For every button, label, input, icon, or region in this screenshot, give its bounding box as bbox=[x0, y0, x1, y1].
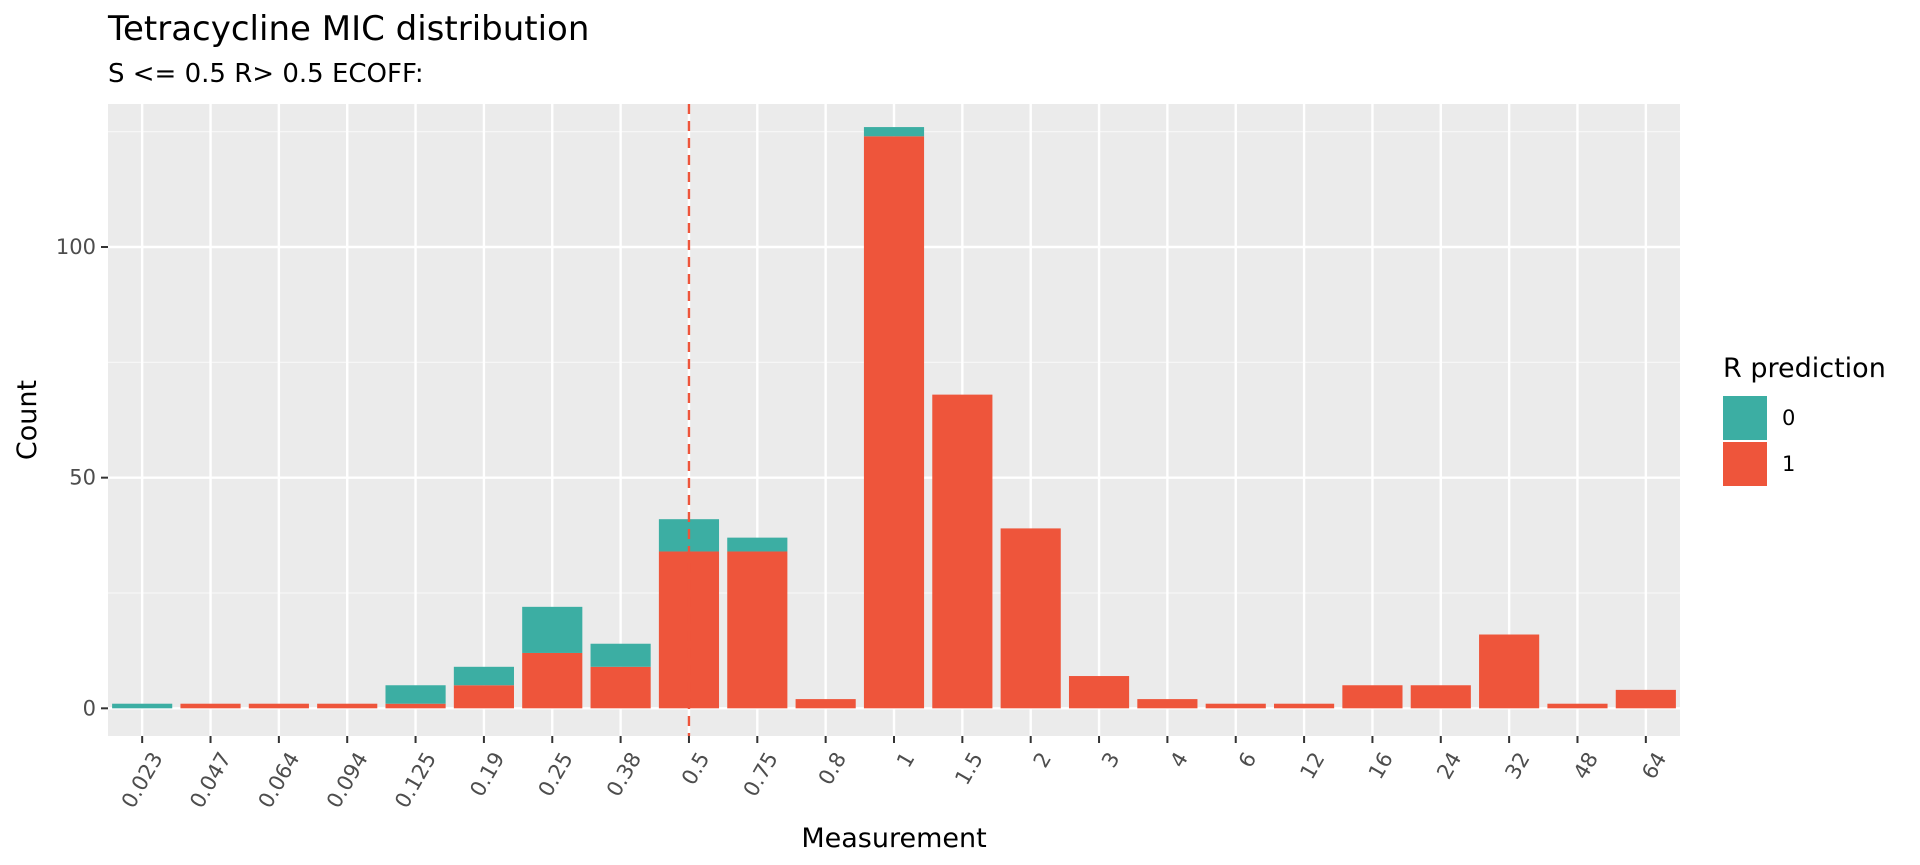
bar-0.38-series-0 bbox=[590, 643, 651, 667]
x-tick-label: 0.38 bbox=[602, 748, 646, 801]
x-tick-label: 3 bbox=[1097, 748, 1124, 772]
chart-title: Tetracycline MIC distribution bbox=[107, 9, 589, 49]
bar-0.75-series-0 bbox=[727, 537, 788, 552]
x-tick-label: 0.25 bbox=[534, 748, 578, 801]
bar-0.094-series-1 bbox=[317, 703, 378, 709]
x-tick-label: 4 bbox=[1165, 748, 1192, 772]
x-tick-label: 32 bbox=[1500, 748, 1534, 783]
x-tick-label: 0.094 bbox=[322, 748, 373, 812]
y-tick-label: 100 bbox=[56, 235, 96, 259]
x-tick-label: 0.19 bbox=[465, 748, 509, 801]
bar-0.19-series-0 bbox=[453, 666, 514, 686]
x-tick-label: 48 bbox=[1569, 748, 1603, 783]
y-tick-label: 0 bbox=[83, 696, 96, 720]
bar-0.023-series-0 bbox=[112, 703, 173, 709]
x-tick-label: 1 bbox=[892, 748, 919, 772]
legend-label-0: 0 bbox=[1782, 406, 1795, 430]
y-axis: 0 50 100 bbox=[56, 235, 108, 720]
bar-0.064-series-1 bbox=[248, 703, 309, 709]
bar-48-series-1 bbox=[1547, 703, 1608, 709]
bar-1-series-0 bbox=[863, 127, 925, 137]
bar-0.047-series-1 bbox=[180, 703, 241, 709]
bar-24-series-1 bbox=[1410, 685, 1471, 709]
x-axis-title: Measurement bbox=[801, 823, 986, 854]
x-tick-label: 0.064 bbox=[254, 748, 305, 812]
y-axis-title: Count bbox=[12, 380, 43, 460]
x-tick-label: 0.125 bbox=[390, 748, 441, 812]
bar-0.125-series-1 bbox=[385, 703, 446, 709]
bar-0.8-series-1 bbox=[795, 699, 856, 709]
x-tick-label: 0.8 bbox=[814, 748, 851, 789]
x-tick-label: 1.5 bbox=[950, 748, 987, 789]
x-tick-label: 24 bbox=[1432, 748, 1466, 783]
bar-1-series-1 bbox=[863, 136, 925, 709]
bar-0.25-series-1 bbox=[522, 652, 583, 709]
bar-6-series-1 bbox=[1205, 703, 1266, 709]
x-tick-label: 2 bbox=[1029, 748, 1056, 772]
chart-subtitle: S <= 0.5 R> 0.5 ECOFF: bbox=[108, 59, 424, 89]
bar-0.125-series-0 bbox=[385, 685, 446, 704]
x-tick-label: 6 bbox=[1234, 748, 1261, 772]
bar-0.75-series-1 bbox=[727, 551, 788, 709]
x-tick-label: 16 bbox=[1364, 748, 1398, 783]
legend-title: R prediction bbox=[1723, 353, 1886, 384]
x-tick-label: 12 bbox=[1295, 748, 1329, 783]
bar-0.38-series-1 bbox=[590, 666, 651, 709]
bar-32-series-1 bbox=[1479, 634, 1540, 709]
bar-1.5-series-1 bbox=[932, 394, 993, 709]
legend: R prediction 01 bbox=[1723, 353, 1886, 486]
bar-16-series-1 bbox=[1342, 685, 1403, 709]
x-axis: 0.023 0.047 0.064 0.094 0.125 0.19 0.25 0.38 0.5… bbox=[117, 736, 1671, 812]
bars bbox=[112, 127, 1676, 709]
bar-0.25-series-0 bbox=[522, 606, 583, 653]
x-tick-label: 0.023 bbox=[117, 748, 168, 812]
legend-items: 01 bbox=[1723, 396, 1795, 486]
legend-key-1 bbox=[1723, 442, 1767, 486]
x-tick-label: 64 bbox=[1637, 748, 1671, 783]
bar-0.19-series-1 bbox=[453, 685, 514, 709]
bar-3-series-1 bbox=[1068, 676, 1130, 709]
legend-label-1: 1 bbox=[1782, 452, 1795, 476]
bar-2-series-1 bbox=[1000, 528, 1061, 709]
bar-12-series-1 bbox=[1274, 703, 1335, 709]
y-tick-label: 50 bbox=[69, 466, 96, 490]
x-tick-label: 0.75 bbox=[739, 748, 783, 801]
x-tick-label: 0.5 bbox=[677, 748, 714, 789]
bar-4-series-1 bbox=[1137, 699, 1198, 709]
legend-key-0 bbox=[1723, 396, 1767, 440]
bar-64-series-1 bbox=[1615, 689, 1676, 709]
x-tick-label: 0.047 bbox=[185, 748, 236, 812]
